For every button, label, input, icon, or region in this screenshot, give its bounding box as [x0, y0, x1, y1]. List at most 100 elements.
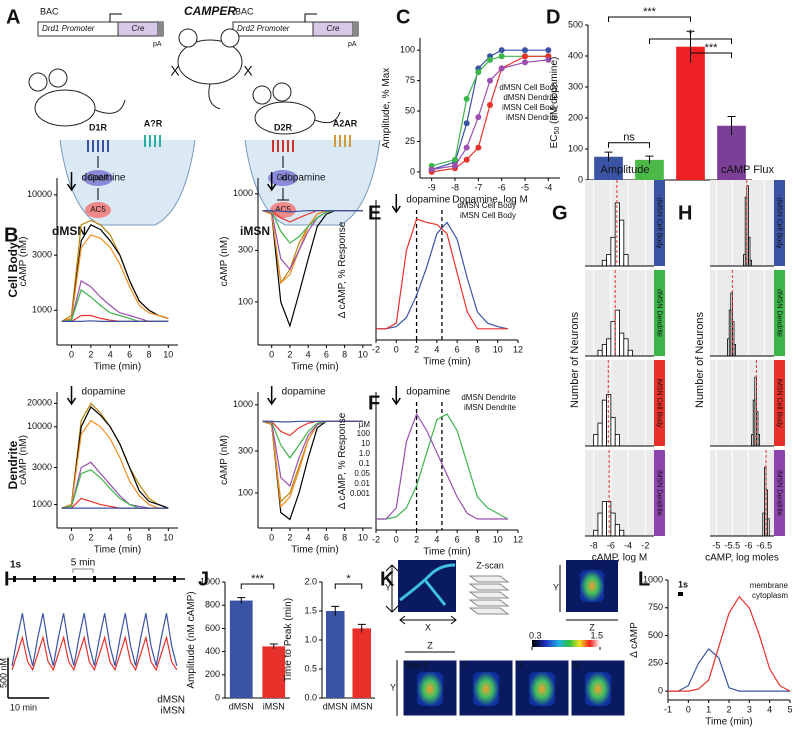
- x-tick-label: 2: [726, 704, 731, 714]
- x-tick-label: 2: [287, 532, 292, 542]
- legend-entry: 100: [357, 429, 371, 438]
- x-tick-label: 0: [394, 344, 399, 354]
- strip: [654, 270, 665, 356]
- x-tick-label: -4: [544, 182, 552, 192]
- y-tick-label: 300: [238, 245, 253, 255]
- histogram-bar: [597, 349, 603, 357]
- x-tick-label: 10: [493, 344, 503, 354]
- y-tick-label: 3000: [32, 462, 52, 472]
- promoter-arrow: [109, 13, 122, 22]
- frame-label: 2: [462, 661, 467, 670]
- y-tick-label: 0: [410, 166, 415, 176]
- histogram-bar: [606, 254, 612, 267]
- y-tick-label: 0: [215, 692, 220, 702]
- x-tick-label: 2: [287, 349, 292, 359]
- panel-label: L: [638, 568, 650, 590]
- strip: [774, 270, 785, 356]
- cell-image: [417, 672, 443, 706]
- axis-arrow: [399, 615, 457, 625]
- histogram-bar: [601, 259, 607, 267]
- panel-label: H: [678, 202, 692, 224]
- legend-entry: iMSN: [161, 706, 185, 717]
- g-protein-label: Gαi: [277, 173, 290, 182]
- bar: [635, 159, 664, 180]
- histogram-bar: [601, 344, 607, 357]
- y-tick-label: 25: [405, 136, 415, 146]
- series-line: [262, 210, 363, 213]
- histogram-bar: [762, 512, 765, 537]
- y-axis-label: Δ cAMP: [629, 622, 640, 658]
- promoter: Drd1 Promoter: [42, 24, 95, 33]
- y-axis-label: Number of Neurons: [569, 312, 581, 408]
- y-tick-label: 500: [568, 19, 583, 29]
- x-tick-label: 10: [163, 532, 173, 542]
- histogram-bar: [610, 236, 616, 267]
- legend-entry: cytoplasm: [752, 591, 788, 600]
- histogram-bar: [619, 529, 625, 537]
- y-tick-label: 1000: [32, 499, 52, 509]
- x-tick-label: iMSN: [263, 701, 285, 711]
- receptor-label: A?R: [144, 118, 163, 128]
- legend-entry: dMSN: [157, 695, 185, 706]
- x-tick-label: 0: [394, 534, 399, 544]
- panel-a-diagram: BAC Drd1 Promoter Cre pA CAMPER X X BAC …: [28, 4, 381, 226]
- x-tick-label: -9: [428, 182, 436, 192]
- series-line: [376, 412, 508, 520]
- x-tick-label: 10: [358, 349, 368, 359]
- histogram-bar: [610, 321, 616, 357]
- stimulus-pulse: [113, 576, 116, 582]
- y-axis-label: Amplitude (nM cAMP): [186, 591, 197, 688]
- x-axis-label: cAMP, log M: [592, 553, 647, 564]
- y-tick-label: 3000: [32, 250, 52, 260]
- legend-title: µM: [359, 420, 371, 429]
- stimulus-label: 1s: [678, 579, 688, 589]
- y-tick-label: 0: [578, 174, 583, 184]
- significance-label: *: [346, 573, 351, 585]
- y-tick-label: 300: [238, 445, 253, 455]
- y-tick-label: 100: [568, 143, 583, 153]
- annotation: dopamine: [282, 387, 326, 398]
- error-bar: [357, 623, 366, 633]
- y-tick-label: 600: [205, 623, 220, 633]
- error-bar: [269, 643, 278, 649]
- series-line: [431, 49, 549, 171]
- panel-background: [585, 450, 654, 536]
- legend-entry: iMSN Cell Body: [460, 211, 516, 220]
- cell-image: [580, 570, 604, 602]
- series-line: [61, 314, 169, 322]
- data-point: [487, 56, 493, 63]
- data-point: [522, 59, 528, 66]
- stimulus-pulse: [93, 576, 96, 582]
- data-point: [463, 120, 470, 127]
- x-tick-label: 10: [163, 349, 173, 359]
- x-axis-label: Time (min): [423, 357, 470, 368]
- y-tick-label: 1.5: [304, 605, 317, 615]
- y-tick-label: 250: [648, 658, 663, 668]
- legend-entry: 1.0: [359, 449, 371, 458]
- panel-label: B: [4, 224, 18, 246]
- legend-entry: iMSN Dendrite: [506, 113, 559, 122]
- data-point: [452, 162, 458, 169]
- x-axis-label: Time (min): [705, 717, 752, 728]
- annotation-arrow: [66, 172, 77, 192]
- strip: [774, 450, 785, 536]
- x-tick-label: -2: [372, 534, 380, 544]
- x-tick-label: -2: [641, 540, 649, 550]
- panel-k: Y X Z-scan Y Z Z Y: [385, 560, 618, 716]
- data-point: [487, 101, 493, 108]
- x-tick-label: 4: [434, 344, 439, 354]
- y-axis-label: Δ cAMP, % Response: [337, 412, 348, 509]
- camper: CAMPER: [184, 4, 236, 18]
- data-point: [498, 65, 505, 72]
- x-tick-label: 0: [69, 532, 74, 542]
- y-axis-label-sub: 50: [554, 127, 561, 135]
- series-line: [11, 635, 178, 672]
- error-bar: [604, 151, 613, 162]
- series-line: [668, 648, 790, 692]
- axis-letter: X: [425, 622, 431, 632]
- annotation-arrow: [66, 386, 77, 406]
- y-axis-label-part: Time to Peak (min): [283, 598, 294, 682]
- panel-label: C: [396, 6, 410, 28]
- stimulus-pulse: [53, 576, 56, 582]
